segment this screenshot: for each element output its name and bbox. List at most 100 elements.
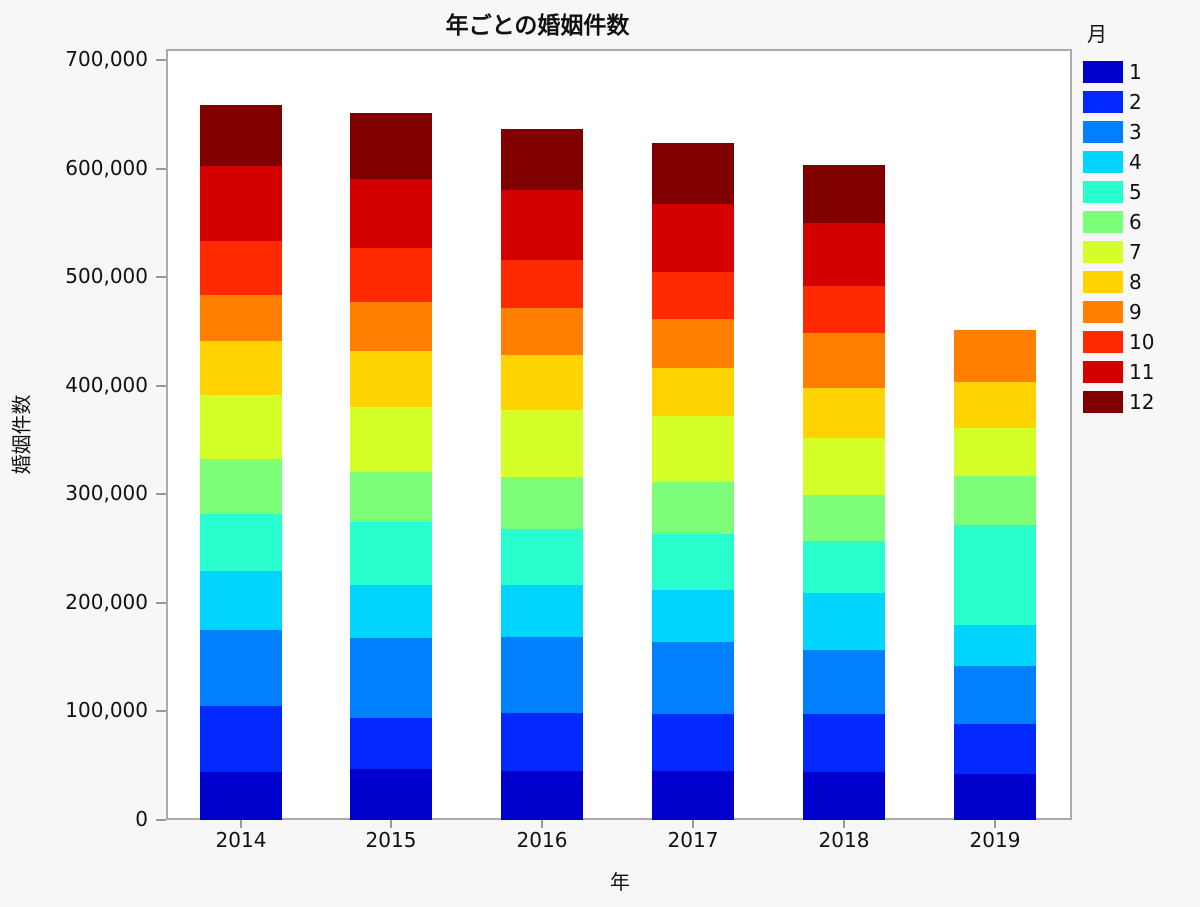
y-tick — [156, 276, 166, 279]
y-tick-label: 200,000 — [65, 589, 148, 614]
legend-label: 9 — [1129, 300, 1142, 324]
legend-swatch — [1083, 121, 1123, 143]
y-axis-title: 婚姻件数 — [9, 394, 34, 475]
y-tick — [156, 819, 166, 821]
x-tick-label: 2016 — [516, 828, 568, 852]
bar-segment-month-9 — [954, 330, 1036, 382]
bar-segment-month-12 — [803, 165, 885, 223]
bar-segment-month-5 — [501, 529, 583, 585]
bar-segment-month-3 — [803, 649, 885, 714]
bar-segment-month-2 — [200, 706, 282, 772]
legend-label: 5 — [1129, 180, 1142, 204]
bar-segment-month-9 — [350, 302, 432, 351]
bar-segment-month-1 — [501, 771, 583, 820]
y-tick-label: 400,000 — [65, 372, 148, 397]
y-tick-label: 600,000 — [65, 155, 148, 180]
bar-segment-month-8 — [350, 350, 432, 407]
bar-segment-month-12 — [652, 143, 734, 205]
x-tick-label: 2015 — [365, 828, 417, 852]
bar-segment-month-1 — [954, 773, 1036, 820]
y-tick — [156, 601, 166, 604]
y-tick — [156, 59, 166, 61]
legend-item: 4 — [1083, 147, 1154, 177]
legend-swatch — [1083, 331, 1123, 353]
bar-segment-month-12 — [200, 104, 282, 166]
legend-item: 11 — [1083, 357, 1154, 387]
bar-segment-month-6 — [803, 494, 885, 541]
legend-swatch — [1083, 391, 1123, 413]
legend-label: 2 — [1129, 90, 1142, 114]
x-tick — [994, 820, 996, 828]
bar-segment-month-6 — [652, 481, 734, 535]
bar-segment-month-1 — [350, 768, 432, 820]
y-tick-label: 0 — [135, 807, 148, 831]
bar-segment-month-3 — [954, 666, 1036, 725]
bar-segment-month-4 — [803, 592, 885, 650]
bar-segment-month-2 — [652, 714, 734, 772]
legend-label: 7 — [1129, 240, 1142, 264]
legend-item: 10 — [1083, 327, 1154, 357]
bar-segment-month-5 — [200, 513, 282, 572]
legend-swatch — [1083, 151, 1123, 173]
x-tick-label: 2017 — [667, 828, 719, 852]
bar-segment-month-9 — [803, 332, 885, 388]
bar-segment-month-11 — [652, 204, 734, 273]
legend-label: 10 — [1129, 330, 1155, 354]
x-tick — [390, 820, 392, 828]
legend-swatch — [1083, 181, 1123, 203]
legend-label: 3 — [1129, 120, 1142, 144]
bar-segment-month-12 — [350, 113, 432, 179]
bar-segment-month-3 — [200, 630, 282, 706]
legend-item: 9 — [1083, 297, 1154, 327]
bar-segment-month-10 — [200, 240, 282, 295]
legend-label: 4 — [1129, 150, 1142, 174]
legend: 月 1 2 3 4 5 6 7 8 9 10 11 12 — [1083, 18, 1154, 417]
bar-segment-month-2 — [501, 712, 583, 772]
legend-swatch — [1083, 301, 1123, 323]
bar-segment-month-11 — [803, 222, 885, 287]
bar-segment-month-9 — [501, 307, 583, 355]
bar-segment-month-10 — [803, 286, 885, 333]
x-tick-label: 2014 — [215, 828, 267, 852]
legend-swatch — [1083, 361, 1123, 383]
x-axis-title: 年 — [610, 870, 630, 894]
y-tick-label: 100,000 — [65, 698, 148, 723]
legend-item: 6 — [1083, 207, 1154, 237]
bar-segment-month-7 — [803, 438, 885, 495]
x-tick — [692, 820, 694, 828]
bar-segment-month-11 — [501, 190, 583, 261]
bar-segment-month-3 — [501, 636, 583, 713]
bar-segment-month-6 — [954, 476, 1036, 525]
bar-segment-month-3 — [350, 638, 432, 718]
bar-segment-month-6 — [501, 476, 583, 530]
bar-segment-month-4 — [954, 625, 1036, 667]
bar-segment-month-7 — [954, 428, 1036, 477]
bar-segment-month-11 — [350, 178, 432, 249]
bar-segment-month-7 — [350, 406, 432, 473]
x-tick-label: 2019 — [969, 828, 1021, 852]
bar-segment-month-6 — [350, 472, 432, 522]
legend-swatch — [1083, 271, 1123, 293]
bar-segment-month-10 — [501, 260, 583, 308]
legend-label: 11 — [1129, 360, 1155, 384]
legend-item: 7 — [1083, 237, 1154, 267]
legend-item: 1 — [1083, 57, 1154, 87]
bar-segment-month-12 — [501, 128, 583, 191]
bar-segment-month-5 — [954, 524, 1036, 626]
bar-segment-month-6 — [200, 459, 282, 514]
y-tick — [156, 710, 166, 713]
bar-segment-month-7 — [200, 394, 282, 459]
bar-segment-month-9 — [200, 294, 282, 342]
legend-swatch — [1083, 241, 1123, 263]
bar-segment-month-2 — [803, 713, 885, 772]
bar-segment-month-5 — [803, 540, 885, 593]
bar-segment-month-1 — [652, 771, 734, 820]
legend-swatch — [1083, 61, 1123, 83]
y-tick-label: 500,000 — [65, 264, 148, 289]
bar-segment-month-10 — [652, 272, 734, 320]
legend-item: 8 — [1083, 267, 1154, 297]
y-tick — [156, 384, 166, 387]
bar-segment-month-8 — [954, 381, 1036, 429]
legend-label: 8 — [1129, 270, 1142, 294]
y-tick-label: 300,000 — [65, 481, 148, 506]
